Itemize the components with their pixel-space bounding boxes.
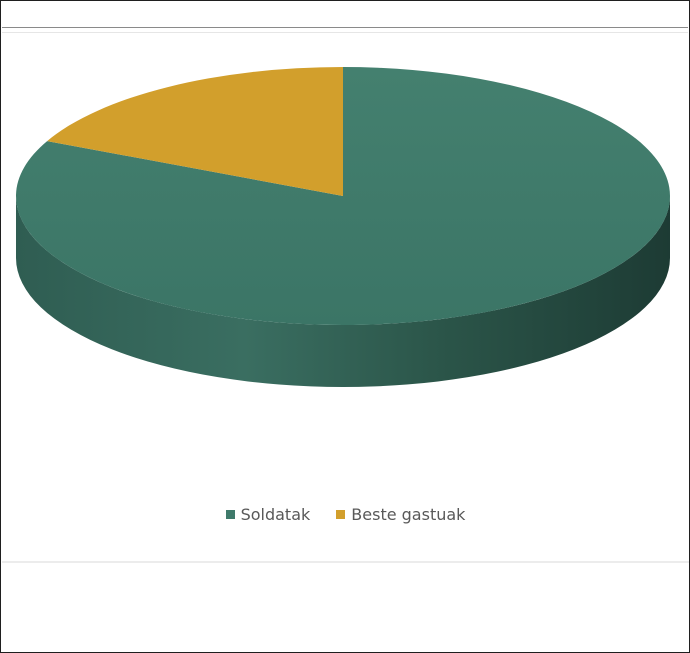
pie-slice-beste-gastuak <box>47 67 344 196</box>
pie-slice-side-soldatak <box>16 196 670 387</box>
pie-chart <box>15 67 670 387</box>
lower-panel <box>2 563 689 652</box>
pie-side-layer <box>16 196 670 387</box>
legend-item-soldatak: Soldatak <box>225 505 311 524</box>
legend-label-beste-gastuak: Beste gastuak <box>351 505 466 524</box>
top-divider <box>2 27 688 28</box>
pie-top-layer <box>15 67 670 325</box>
legend-item-beste-gastuak: Beste gastuak <box>336 505 465 524</box>
chart-legend: Soldatak Beste gastuak <box>2 505 689 524</box>
chart-area: Soldatak Beste gastuak <box>2 33 689 563</box>
legend-swatch-beste-gastuak <box>336 510 346 519</box>
top-divider-soft <box>2 32 688 33</box>
legend-label-soldatak: Soldatak <box>240 505 311 524</box>
legend-swatch-soldatak <box>225 510 235 519</box>
